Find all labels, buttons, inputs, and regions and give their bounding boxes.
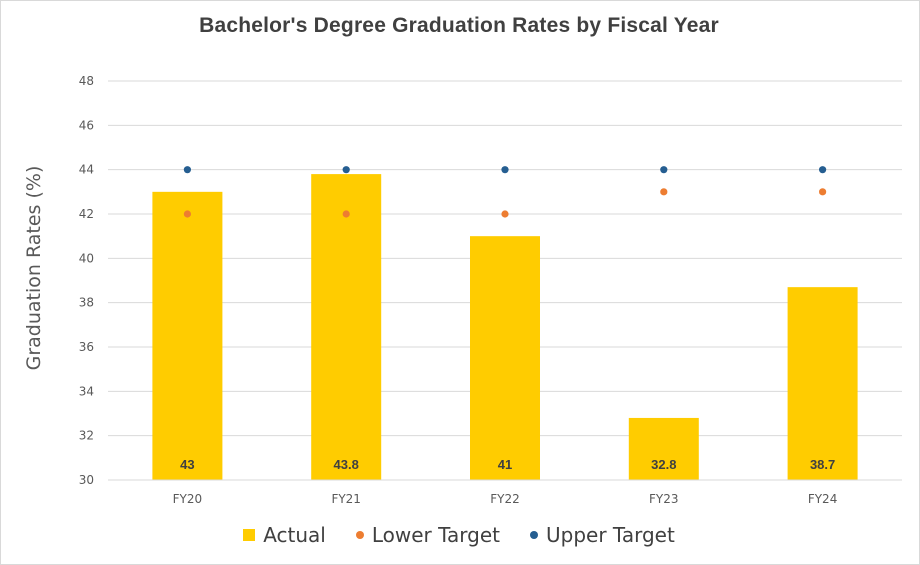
bar-fy24 <box>787 287 858 480</box>
y-tick-label-34: 34 <box>79 384 94 398</box>
y-tick-label-38: 38 <box>79 296 94 310</box>
legend-item-upper-target: Upper Target <box>530 523 675 547</box>
upper-target-point-fy22 <box>501 166 509 174</box>
upper-target-point-fy20 <box>183 166 191 174</box>
data-label-fy20: 43 <box>180 457 194 472</box>
y-tick-label-36: 36 <box>79 340 94 354</box>
legend-item-actual: Actual <box>243 523 326 547</box>
y-tick-label-40: 40 <box>79 251 94 265</box>
y-tick-label-30: 30 <box>79 473 94 487</box>
legend-label-actual: Actual <box>263 523 326 547</box>
bar-fy20 <box>152 191 223 481</box>
bar-fy22 <box>470 236 540 480</box>
x-tick-label-fy23: FY23 <box>649 492 679 506</box>
legend-item-lower-target: Lower Target <box>355 523 500 547</box>
legend-label-lower-target: Lower Target <box>371 523 500 547</box>
upper-target-point-fy24 <box>819 166 827 174</box>
bar-fy21 <box>311 174 382 480</box>
legend-swatch-actual <box>243 529 256 541</box>
lower-target-point-fy22 <box>501 210 509 218</box>
y-tick-label-42: 42 <box>79 207 94 221</box>
x-tick-label-fy20: FY20 <box>173 492 203 506</box>
y-tick-label-32: 32 <box>79 429 94 443</box>
lower-target-point-fy21 <box>342 210 350 218</box>
legend-swatch-upper-target <box>530 531 538 539</box>
legend-label-upper-target: Upper Target <box>546 523 675 547</box>
y-tick-label-46: 46 <box>79 118 94 132</box>
legend: Actual Lower Target Upper Target <box>0 523 918 547</box>
y-tick-label-44: 44 <box>79 163 94 177</box>
legend-swatch-lower-target <box>355 531 364 539</box>
y-tick-label-48: 48 <box>79 74 94 88</box>
data-label-fy21: 43.8 <box>334 457 359 472</box>
x-tick-label-fy21: FY21 <box>331 492 361 506</box>
data-label-fy24: 38.7 <box>810 457 835 472</box>
data-label-fy23: 32.8 <box>651 457 676 472</box>
lower-target-point-fy24 <box>819 188 827 196</box>
lower-target-point-fy23 <box>660 188 668 196</box>
bar-fy23 <box>628 417 699 480</box>
x-tick-label-fy24: FY24 <box>808 492 838 506</box>
lower-target-point-fy20 <box>183 210 191 218</box>
data-label-fy22: 41 <box>498 457 512 472</box>
upper-target-point-fy21 <box>342 166 350 174</box>
x-tick-label-fy22: FY22 <box>490 492 520 506</box>
upper-target-point-fy23 <box>660 166 668 174</box>
chart-title: Bachelor's Degree Graduation Rates by Fi… <box>199 14 719 37</box>
